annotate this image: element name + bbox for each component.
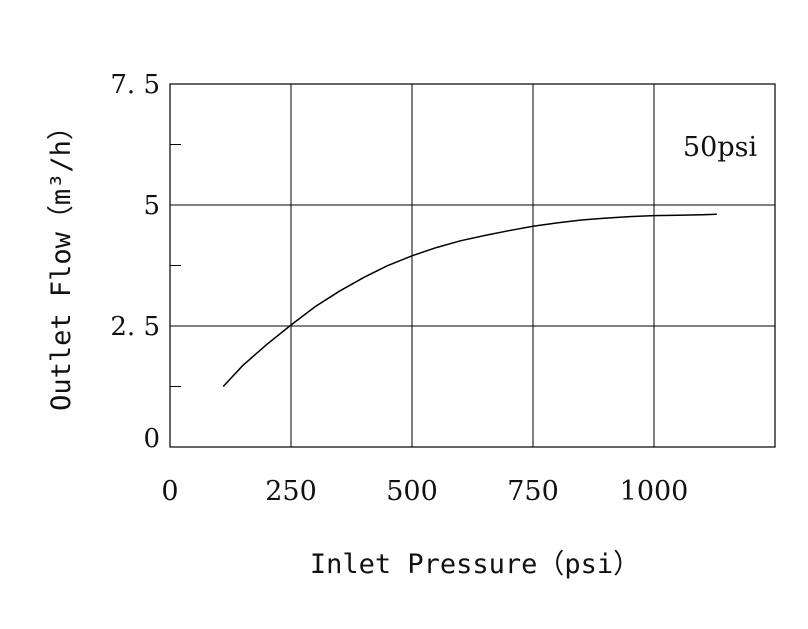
series-layer: [222, 213, 717, 388]
x-axis-label: Inlet Pressure（psi）: [310, 549, 640, 580]
x-tick-label-1: 250: [265, 476, 317, 507]
y-tick-label-0: 0: [143, 424, 160, 454]
y-axis-label: Outlet Flow（m³/h）: [46, 113, 77, 411]
x-tick-label-4: 1000: [620, 476, 689, 507]
grid-lines: [170, 84, 775, 447]
y-minor-ticks: [170, 144, 181, 387]
x-tick-labels: 0 250 500 750 1000: [161, 476, 688, 507]
y-tick-labels: 0 2. 5 5 7. 5: [110, 70, 160, 454]
y-tick-label-3: 7. 5: [110, 70, 160, 100]
series-line-0: [222, 213, 717, 388]
pressure-annotation: 50psi: [683, 132, 757, 163]
x-tick-label-0: 0: [161, 476, 178, 507]
x-tick-label-3: 750: [507, 476, 559, 507]
y-tick-label-2: 5: [143, 191, 160, 221]
y-tick-label-1: 2. 5: [110, 312, 160, 342]
x-tick-label-2: 500: [386, 476, 438, 507]
